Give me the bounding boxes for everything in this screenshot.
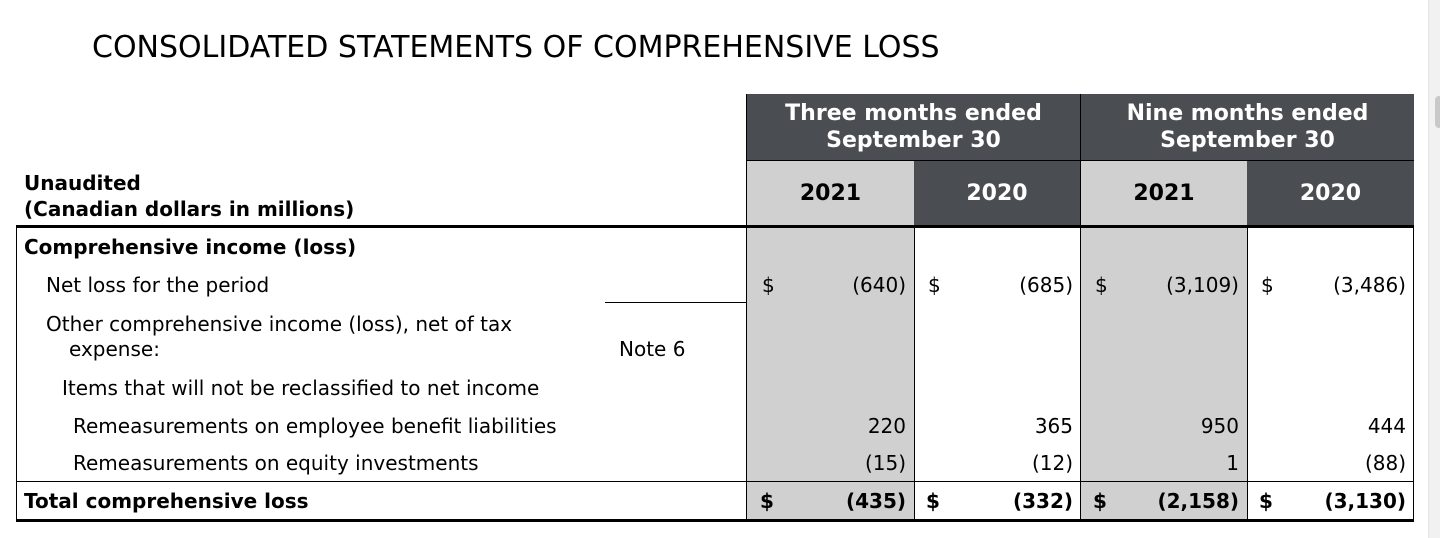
header-bottom-rule <box>16 225 1414 228</box>
header-year-ytd-2020: 2020 <box>1247 161 1414 225</box>
currency-symbol: $ <box>760 489 774 513</box>
header-three-months: Three months ended September 30 <box>747 94 1080 160</box>
value-q3-2020: 365 <box>1034 414 1073 438</box>
value-ytd-2021: 950 <box>1200 414 1239 438</box>
period-label-line2: September 30 <box>1160 128 1335 153</box>
currency-symbol: $ <box>762 273 775 297</box>
unaudited-label: Unaudited <box>24 171 141 195</box>
total-q3-2021: (435) <box>845 489 906 513</box>
year-label: 2020 <box>1299 180 1362 206</box>
value-ytd-2021: (3,109) <box>1166 273 1239 297</box>
note-reference[interactable]: Note 6 <box>619 337 686 361</box>
value-q3-2021: 220 <box>867 414 906 438</box>
total-q3-2020: (332) <box>1012 489 1073 513</box>
row-label-other-comprehensive-line2: expense: <box>69 337 160 361</box>
row-label-items-not-reclassified: Items that will not be reclassified to n… <box>62 376 540 400</box>
total-ytd-2021: (2,158) <box>1157 489 1239 513</box>
header-year-q3-2020: 2020 <box>914 161 1080 225</box>
value-ytd-2020: 444 <box>1367 414 1406 438</box>
currency-symbol: $ <box>928 273 941 297</box>
table-bottom-rule <box>16 519 1414 522</box>
header-year-ytd-2021: 2021 <box>1081 161 1247 225</box>
col-divider <box>1247 226 1248 521</box>
scrollbar-thumb[interactable] <box>1435 96 1440 128</box>
col-divider <box>1080 226 1081 521</box>
currency-symbol: $ <box>1259 489 1273 513</box>
note-column-rule <box>605 302 746 303</box>
value-q3-2020: (12) <box>1031 451 1073 475</box>
value-q3-2021: (640) <box>852 273 906 297</box>
units-caption: Unaudited (Canadian dollars in millions) <box>24 170 354 222</box>
currency-symbol: $ <box>926 489 940 513</box>
year-label: 2021 <box>1133 180 1195 206</box>
period-label-line1: Three months ended <box>785 101 1042 126</box>
vertical-scrollbar[interactable] <box>1428 0 1440 538</box>
col-divider <box>746 226 747 521</box>
period-label-line1: Nine months ended <box>1126 101 1369 126</box>
row-label-net-loss: Net loss for the period <box>46 273 270 297</box>
total-top-rule <box>16 481 1414 482</box>
shade-q3-2021 <box>747 227 914 520</box>
currency-symbol: $ <box>1095 273 1108 297</box>
table-left-border <box>16 226 17 521</box>
value-q3-2020: (685) <box>1019 273 1073 297</box>
value-q3-2021: (15) <box>864 451 906 475</box>
table-right-border <box>1413 226 1414 521</box>
currency-symbol: $ <box>1261 273 1274 297</box>
row-label-comprehensive-income: Comprehensive income (loss) <box>24 235 357 259</box>
header-left-border <box>746 94 747 226</box>
shade-ytd-2021 <box>1081 227 1247 520</box>
row-label-other-comprehensive: Other comprehensive income (loss), net o… <box>46 312 513 336</box>
header-year-q3-2021: 2021 <box>747 161 914 225</box>
total-ytd-2020: (3,130) <box>1324 489 1406 513</box>
year-label: 2021 <box>799 180 862 206</box>
header-nine-months: Nine months ended September 30 <box>1081 94 1414 160</box>
value-ytd-2020: (3,486) <box>1333 273 1406 297</box>
col-divider <box>914 226 915 521</box>
row-label-equity-investments: Remeasurements on equity investments <box>73 451 479 475</box>
row-label-total: Total comprehensive loss <box>24 489 309 513</box>
units-label: (Canadian dollars in millions) <box>24 197 355 221</box>
year-label: 2020 <box>966 180 1028 206</box>
period-label-line2: September 30 <box>826 128 1001 153</box>
page-title: CONSOLIDATED STATEMENTS OF COMPREHENSIVE… <box>92 30 940 65</box>
value-ytd-2021: 1 <box>1226 451 1239 475</box>
row-label-employee-benefit: Remeasurements on employee benefit liabi… <box>73 414 557 438</box>
currency-symbol: $ <box>1093 489 1107 513</box>
value-ytd-2020: (88) <box>1364 451 1406 475</box>
header-mid-divider <box>1080 94 1081 226</box>
